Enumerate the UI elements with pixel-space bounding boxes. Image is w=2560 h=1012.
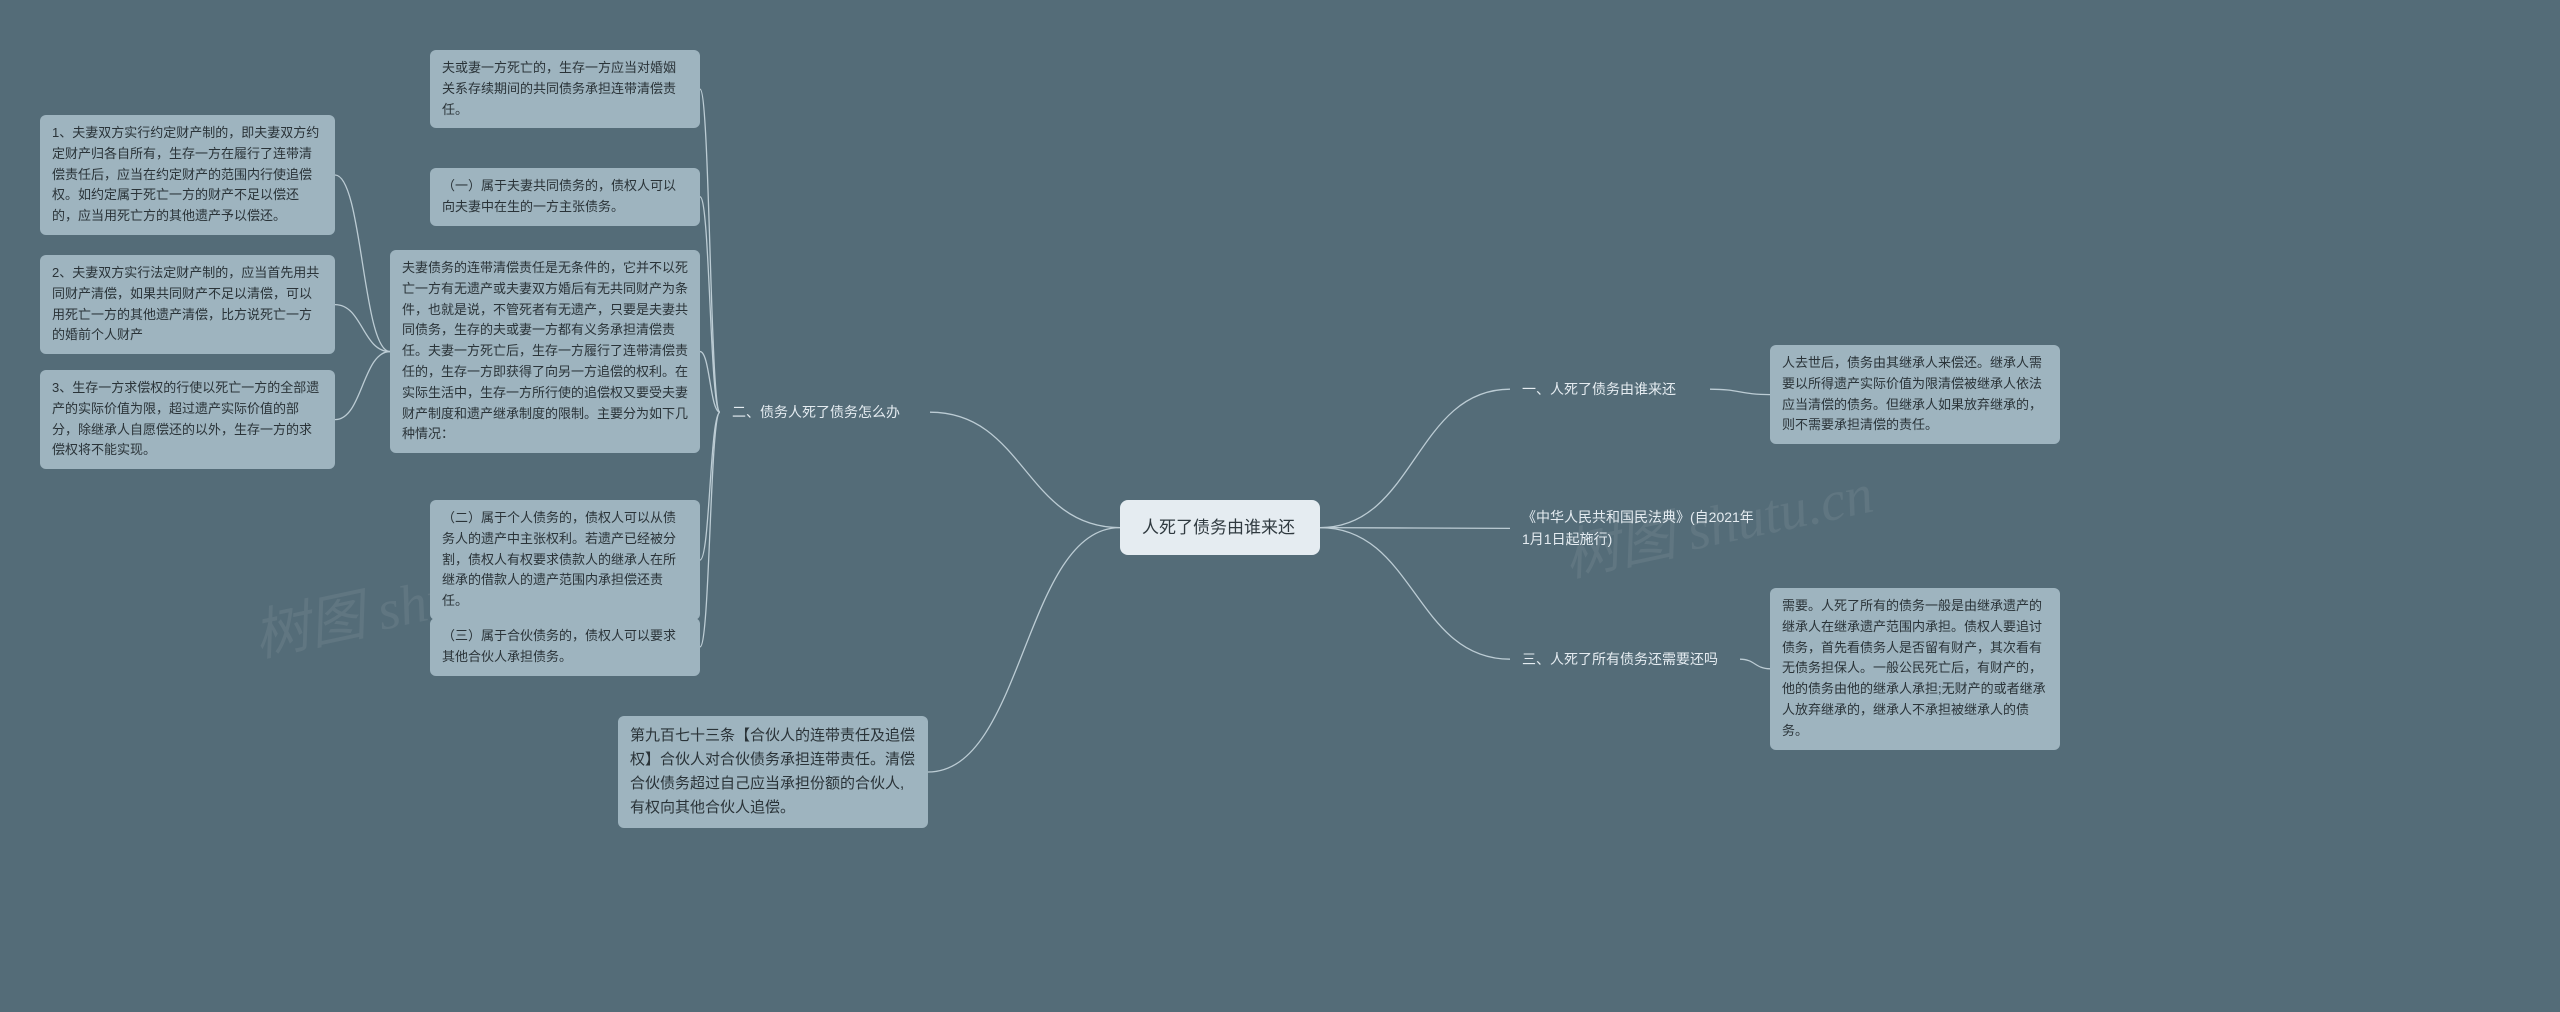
branch-3[interactable]: 三、人死了所有债务还需要还吗	[1510, 640, 1740, 678]
branch-2-child-4[interactable]: （二）属于个人债务的，债权人可以从债务人的遗产中主张权利。若遗产已经被分割，债权…	[430, 500, 700, 620]
branch-2-child-3-sub-1[interactable]: 1、夫妻双方实行约定财产制的，即夫妻双方约定财产归各自所有，生存一方在履行了连带…	[40, 115, 335, 235]
branch-2-child-5[interactable]: （三）属于合伙债务的，债权人可以要求其他合伙人承担债务。	[430, 618, 700, 676]
connector	[1320, 528, 1510, 660]
branch-1-leaf[interactable]: 人去世后，债务由其继承人来偿还。继承人需要以所得遗产实际价值为限清偿被继承人依法…	[1770, 345, 2060, 444]
branch-2-child-2[interactable]: （一）属于夫妻共同债务的，债权人可以向夫妻中在生的一方主张债务。	[430, 168, 700, 226]
connector	[1320, 389, 1510, 527]
branch-article-973[interactable]: 第九百七十三条【合伙人的连带责任及追偿权】合伙人对合伙债务承担连带责任。清偿合伙…	[618, 716, 928, 828]
connector	[1740, 659, 1770, 669]
connector	[930, 412, 1120, 527]
connector	[928, 528, 1120, 772]
connector	[335, 175, 390, 352]
root-node[interactable]: 人死了债务由谁来还	[1120, 500, 1320, 555]
branch-2-child-3-sub-2[interactable]: 2、夫妻双方实行法定财产制的，应当首先用共同财产清偿，如果共同财产不足以清偿，可…	[40, 255, 335, 354]
connector	[700, 352, 720, 413]
connector	[1710, 389, 1770, 394]
branch-2-child-3[interactable]: 夫妻债务的连带清偿责任是无条件的，它并不以死亡一方有无遗产或夫妻双方婚后有无共同…	[390, 250, 700, 453]
branch-2[interactable]: 二、债务人死了债务怎么办	[720, 393, 930, 431]
connector	[700, 412, 720, 647]
branch-1[interactable]: 一、人死了债务由谁来还	[1510, 370, 1710, 408]
connector	[335, 305, 390, 352]
connector	[1320, 528, 1510, 529]
branch-law[interactable]: 《中华人民共和国民法典》(自2021年1月1日起施行)	[1510, 498, 1770, 559]
branch-2-child-1[interactable]: 夫或妻一方死亡的，生存一方应当对婚姻关系存续期间的共同债务承担连带清偿责任。	[430, 50, 700, 128]
connector	[700, 197, 720, 412]
connector	[700, 412, 720, 560]
branch-2-child-3-sub-3[interactable]: 3、生存一方求偿权的行使以死亡一方的全部遗产的实际价值为限，超过遗产实际价值的部…	[40, 370, 335, 469]
connector	[335, 352, 390, 420]
branch-3-leaf[interactable]: 需要。人死了所有的债务一般是由继承遗产的继承人在继承遗产范围内承担。债权人要追讨…	[1770, 588, 2060, 750]
connector	[700, 89, 720, 412]
